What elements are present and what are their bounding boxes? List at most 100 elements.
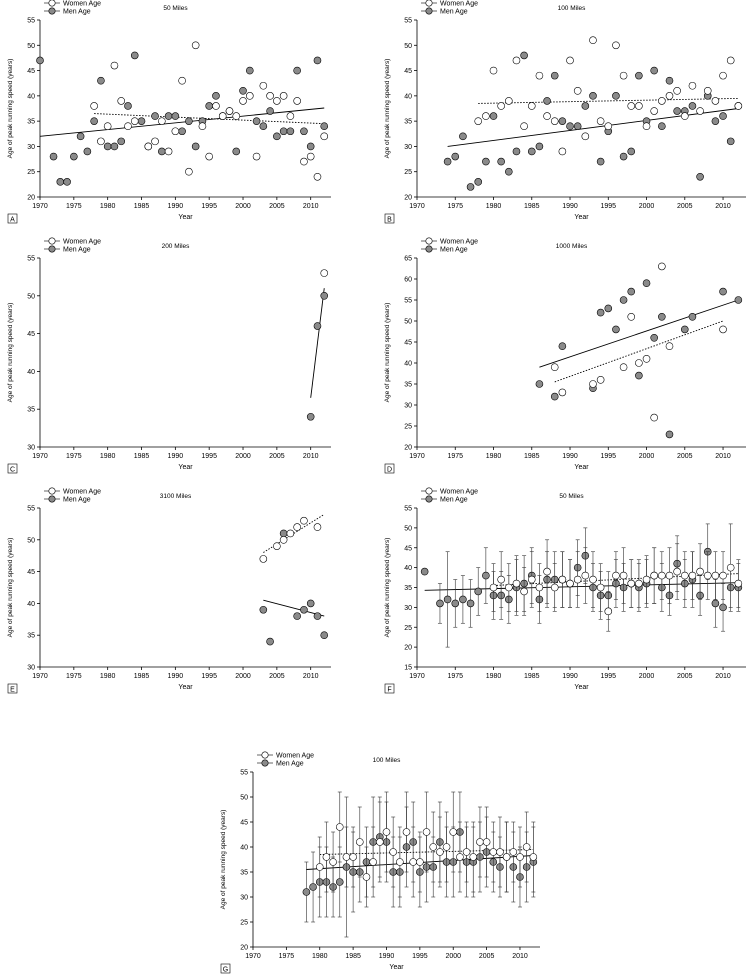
x-tick-label: 2000 (235, 453, 251, 460)
men-point (734, 296, 743, 304)
y-tick-label: 25 (240, 920, 248, 927)
panel-letter: B (387, 217, 392, 224)
women-point (635, 579, 643, 588)
legend-women-marker (48, 237, 56, 245)
women-point (416, 858, 424, 866)
y-tick-label: 40 (404, 93, 412, 100)
x-tick-label: 2000 (235, 673, 251, 680)
panel-letter-box (7, 683, 18, 694)
y-tick-label: 50 (27, 293, 35, 300)
men-point (49, 152, 58, 161)
y-tick-label: 55 (27, 18, 35, 25)
women-point (259, 81, 268, 90)
women-point (527, 575, 536, 584)
y-axis-label: Age of peak running speed (years) (7, 538, 14, 638)
x-tick-label: 2000 (639, 673, 655, 680)
women-point (225, 107, 234, 115)
y-tick-label: 25 (404, 424, 412, 431)
legend-women-marker (48, 487, 56, 495)
women-point (550, 117, 559, 125)
chart-panel-g: 20 25 30 35 40 45 50 55 1970 1975 1980 1985 1990 1995… (220, 751, 540, 974)
y-tick-label: 35 (240, 870, 248, 877)
x-tick-label: 1990 (562, 203, 578, 210)
chart-title: 50 Miles (559, 493, 584, 500)
men-point (178, 127, 186, 136)
women-point (306, 152, 315, 161)
y-tick-label: 50 (27, 537, 35, 544)
women-point (650, 571, 658, 580)
legend-men-marker (425, 495, 433, 503)
x-tick-label: 1990 (168, 453, 184, 460)
legend-label: Men Age (440, 247, 468, 254)
y-tick-label: 30 (27, 144, 35, 151)
women-point (522, 843, 531, 851)
legend-men-marker (261, 759, 269, 767)
men-trendline (447, 108, 739, 147)
x-tick-label: 1985 (524, 673, 540, 680)
legend-label: Women Age (63, 1, 101, 8)
women-point (719, 325, 727, 334)
women-point (642, 354, 651, 363)
women-point (130, 117, 139, 125)
women-point (719, 571, 727, 580)
y-tick-label: 40 (27, 369, 35, 376)
men-point (286, 127, 295, 136)
x-tick-label: 1970 (32, 673, 48, 680)
women-point (218, 112, 227, 120)
men-point (320, 291, 329, 300)
x-tick-label: 1970 (409, 673, 425, 680)
women-point (509, 848, 518, 856)
legend-label: Men Age (440, 9, 468, 16)
y-tick-label: 30 (404, 403, 412, 410)
x-axis-label: Year (574, 214, 589, 221)
x-tick-label: 2000 (639, 453, 655, 460)
women-point (462, 848, 471, 856)
women-point (719, 71, 727, 80)
y-tick-label: 45 (27, 569, 35, 576)
men-point (482, 157, 490, 166)
men-point (313, 56, 322, 65)
men-point (658, 122, 666, 130)
women-point (266, 92, 274, 100)
men-point (550, 392, 559, 401)
x-tick-label: 1995 (201, 673, 217, 680)
women-point (124, 122, 132, 130)
y-tick-label: 40 (27, 93, 35, 100)
y-tick-label: 25 (404, 625, 412, 632)
x-tick-label: 2005 (677, 203, 693, 210)
women-point (502, 853, 511, 861)
men-point (151, 112, 159, 120)
men-point (719, 603, 727, 612)
men-point (259, 122, 268, 130)
men-point (543, 97, 551, 105)
men-point (273, 132, 281, 141)
men-trendline (539, 299, 739, 368)
chart-title: 1000 Miles (556, 243, 588, 250)
x-tick-label: 1995 (600, 453, 616, 460)
women-point (103, 122, 112, 130)
men-point (466, 599, 475, 608)
x-tick-label: 1985 (524, 453, 540, 460)
men-point (266, 107, 274, 115)
women-point (259, 555, 268, 563)
women-point (389, 848, 397, 856)
women-point (726, 56, 735, 65)
y-tick-label: 30 (240, 895, 248, 902)
men-point (90, 117, 98, 125)
panel-letter: A (10, 217, 15, 224)
women-point (627, 312, 636, 321)
x-tick-label: 2010 (303, 453, 319, 460)
men-point (711, 599, 720, 608)
women-point (497, 575, 505, 584)
legend-men-marker (425, 7, 433, 15)
panel-letter-box (384, 683, 395, 694)
women-point (619, 571, 628, 580)
men-point (665, 76, 674, 85)
legend-men-marker (48, 495, 56, 503)
women-point (619, 71, 628, 80)
men-point (505, 167, 513, 176)
men-point (103, 142, 112, 151)
women-point (505, 97, 513, 105)
y-tick-label: 30 (404, 144, 412, 151)
x-axis-label: Year (574, 464, 589, 471)
